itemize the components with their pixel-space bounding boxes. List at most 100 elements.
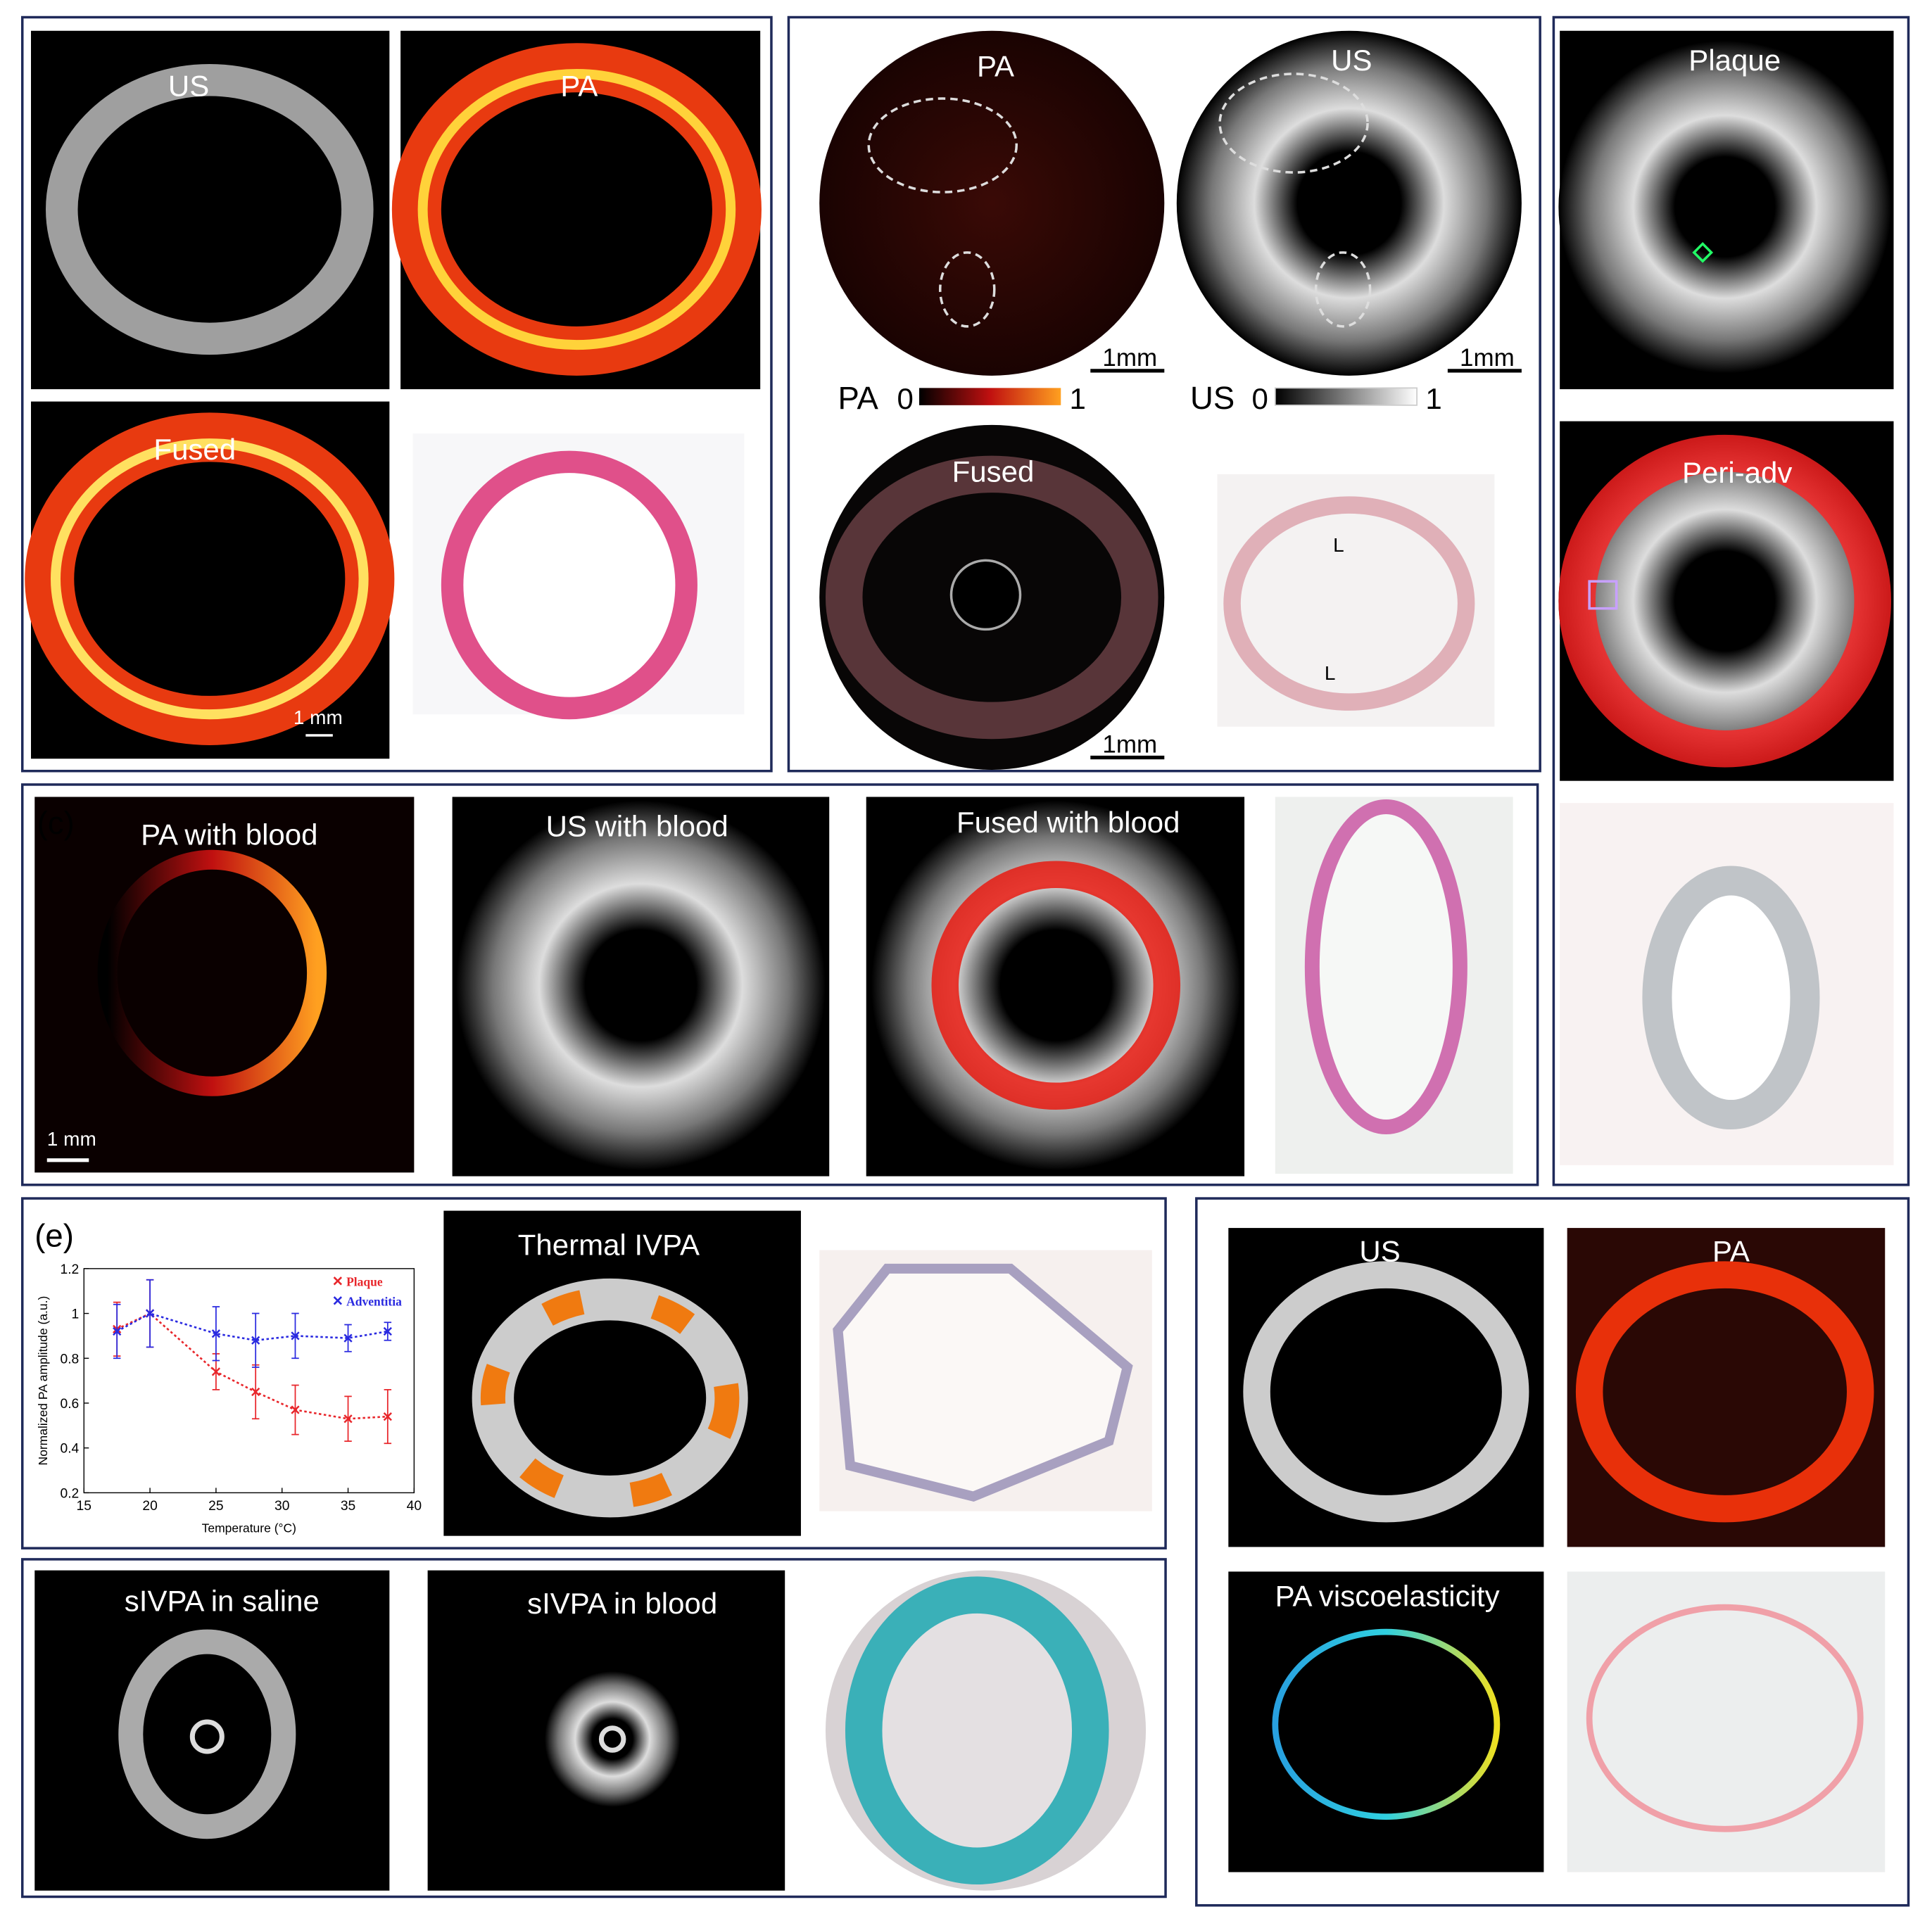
roi-outline [867, 97, 1018, 194]
y-tick-label: 0.8 [61, 1352, 80, 1367]
vessel-wall [46, 64, 374, 355]
colorbar-min: 0 [897, 382, 913, 415]
scale-bar-label: 1mm [1460, 344, 1515, 372]
y-axis-label: Normalized PA amplitude (a.u.) [36, 1296, 50, 1466]
histology-image [1567, 1571, 1886, 1872]
legend-marker [333, 1296, 343, 1305]
vessel-wall [417, 69, 736, 350]
y-tick-label: 1.2 [61, 1262, 80, 1277]
x-axis-label: Temperature (°C) [202, 1521, 296, 1535]
legend-label: Plaque [346, 1274, 383, 1288]
catheter [189, 1719, 225, 1754]
panel-frame [21, 1558, 1167, 1899]
vessel-wall [1575, 1261, 1874, 1523]
roi-marker [1588, 580, 1618, 610]
panel-frame [1552, 15, 1910, 1186]
legend-marker [333, 1276, 343, 1286]
vessel-wall [391, 43, 762, 376]
colorbar [1274, 387, 1418, 406]
histology-ring [1304, 799, 1467, 1135]
line-chart: 0.2 0.4 0.6 0.8 1 1.2 15 20 25 30 35 40 Temperature … [36, 1262, 422, 1535]
colorbar-title: US [1190, 380, 1235, 416]
image-label: Fused with blood [956, 806, 1180, 839]
panel-letter: (e) [34, 1217, 74, 1253]
image-label: Fused [952, 455, 1035, 488]
x-tick-label: 20 [142, 1499, 157, 1514]
pa-image [819, 30, 1165, 376]
panel-frame [21, 1197, 1167, 1549]
panel-frame [787, 15, 1541, 773]
series-line [116, 1312, 388, 1420]
data-point [343, 1414, 353, 1424]
scale-bar-label: 1 mm [293, 706, 343, 728]
data-point [211, 1329, 221, 1338]
image-label: sIVPA in saline [125, 1584, 320, 1617]
x-tick-label: 25 [208, 1499, 223, 1514]
image-label: Fused [153, 433, 236, 466]
panel-letter: (f) [1236, 1252, 1266, 1288]
vessel-wall [118, 1629, 296, 1839]
colorbar-max: 1 [1425, 382, 1441, 415]
catheter [1684, 562, 1753, 632]
catheter [949, 559, 1022, 631]
histology-ring [1642, 866, 1820, 1130]
data-point [251, 1387, 260, 1397]
panel-frame [1195, 1197, 1910, 1907]
image-label: PA viscoelasticity [1275, 1579, 1500, 1612]
colorbar-max: 1 [1070, 382, 1086, 415]
data-point [383, 1326, 392, 1336]
image-label: US [1331, 44, 1372, 77]
histology-ring [1586, 1604, 1864, 1832]
image-label: PA [977, 50, 1014, 83]
data-point [291, 1405, 300, 1414]
histology-ring [1223, 496, 1475, 711]
vessel-wall [825, 455, 1158, 740]
colorbar-title: PA [838, 380, 878, 416]
vessel-wall [97, 849, 327, 1096]
catheter [598, 1725, 626, 1753]
image-label: PA [560, 70, 598, 103]
y-tick-label: 0.4 [61, 1442, 80, 1457]
panel-letter: (d) [1562, 34, 1602, 70]
y-tick-label: 0.2 [61, 1486, 80, 1501]
colorbar [918, 388, 1061, 405]
y-tick-label: 0.6 [61, 1397, 80, 1412]
plot-frame [83, 1268, 415, 1494]
histology-mark: L [1333, 534, 1344, 556]
data-point [291, 1331, 300, 1341]
image-label: Thermal IVPA [518, 1229, 700, 1262]
x-tick-label: 15 [77, 1499, 91, 1514]
data-point [211, 1367, 221, 1376]
x-tick-label: 35 [341, 1499, 355, 1514]
scale-bar-label: 1 mm [47, 1128, 96, 1150]
histology-ring [441, 450, 697, 720]
roi-outline [1218, 72, 1369, 174]
panel-frame [21, 15, 773, 773]
scale-bar-label: 1mm [1102, 730, 1157, 758]
y-tick-label: 1 [72, 1307, 80, 1322]
data-point [113, 1326, 122, 1336]
roi-outline [938, 251, 996, 328]
image-label: US with blood [546, 809, 728, 842]
viscoelasticity-image [1228, 1571, 1544, 1872]
data-point [383, 1412, 392, 1421]
x-tick-label: 40 [407, 1499, 422, 1514]
vessel-wall [1243, 1261, 1529, 1523]
pa-overlay [931, 861, 1181, 1110]
image-label: PA [1712, 1234, 1750, 1267]
image-label: US [1359, 1234, 1400, 1267]
viscoelasticity-ring [1272, 1628, 1501, 1820]
histology-ring [845, 1576, 1109, 1884]
image-label: sIVPA in blood [527, 1587, 717, 1620]
vessel-wall [25, 412, 395, 745]
data-point [343, 1333, 353, 1343]
panel-letter: (g) [39, 1580, 79, 1616]
vessel-wall [51, 438, 369, 720]
image-label: Peri-adv [1682, 456, 1792, 489]
data-point [145, 1309, 155, 1318]
panel-frame [21, 783, 1539, 1186]
roi-outline [1314, 251, 1372, 328]
catheter [1303, 172, 1365, 234]
